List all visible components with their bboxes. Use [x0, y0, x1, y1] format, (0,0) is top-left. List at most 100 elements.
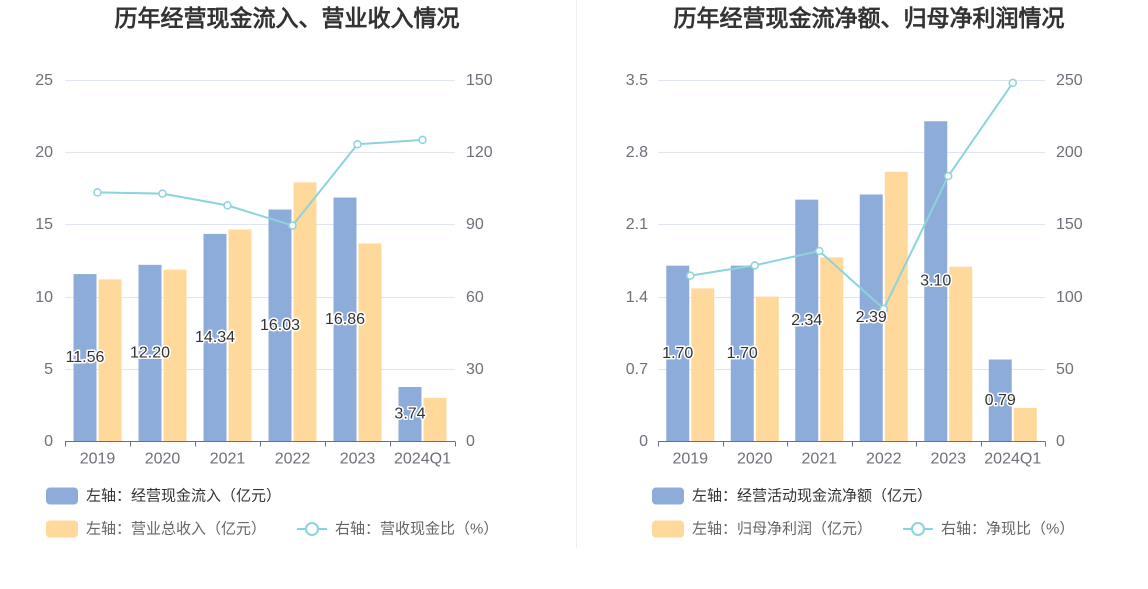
bar-secondary: [98, 279, 122, 441]
x-tick-label: 2020: [737, 451, 773, 468]
x-tick-label: 2019: [672, 451, 708, 468]
bar-data-label: 2.39: [856, 309, 887, 326]
chart-title: 历年经营现金流入、营业收入情况: [115, 5, 460, 31]
x-tick-label: 2020: [145, 451, 181, 468]
bar-data-label: 16.86: [325, 311, 365, 328]
bar-data-label: 1.70: [727, 345, 758, 362]
bar-secondary: [423, 397, 447, 441]
x-tick-label: 2024Q1: [394, 451, 451, 468]
legend-label: 左轴：营业总收入（亿元）: [86, 521, 266, 538]
bar-data-label: 1.70: [662, 345, 693, 362]
y-left-tick-label: 2.1: [626, 216, 648, 233]
bar-secondary: [163, 269, 187, 441]
bar-data-label: 3.10: [920, 273, 951, 290]
bar-primary: [333, 197, 357, 441]
line-point: [288, 221, 297, 230]
legend-label: 左轴：归母净利润（亿元）: [692, 521, 872, 538]
bar-primary: [988, 359, 1012, 441]
y-left-tick-label: 25: [35, 72, 53, 89]
line-point: [944, 171, 953, 181]
y-right-tick-label: 100: [1056, 289, 1083, 306]
y-left-tick-label: 2.8: [626, 144, 648, 161]
y-left-tick-label: 0: [639, 433, 648, 450]
bar-primary: [73, 274, 97, 441]
line-point: [93, 188, 102, 197]
legend-item[interactable]: 左轴：经营现金流入（亿元）: [46, 487, 281, 505]
bar-primary: [859, 194, 883, 441]
chart-cash-inflow-vs-revenue: 历年经营现金流入、营业收入情况 0 5 10 15 20 25 0 30 60 90 120 150 2…: [35, 5, 498, 538]
line-point: [815, 246, 824, 256]
bar-secondary: [691, 288, 715, 441]
bar-secondary: [820, 257, 844, 441]
bar-primary: [398, 386, 422, 441]
y-right-tick-label: 200: [1056, 144, 1083, 161]
y-right-tick-label: 250: [1056, 72, 1083, 89]
y-left-tick-label: 10: [35, 289, 53, 306]
bar-secondary: [755, 296, 779, 441]
bar-secondary: [1013, 407, 1037, 441]
y-right-tick-label: 120: [466, 144, 493, 161]
bar-primary: [203, 233, 227, 441]
y-right-tick-label: 0: [466, 433, 475, 450]
y-right-tick-label: 150: [466, 72, 493, 89]
chart-net-cash-flow-vs-net-profit: 历年经营现金流净额、归母净利润情况 0 0.7 1.4 2.1 2.8 3.5 0 50 100…: [626, 5, 1083, 538]
line-point: [1008, 78, 1017, 88]
line-point: [418, 135, 427, 145]
line-point: [750, 261, 759, 270]
x-tick-label: 2021: [210, 451, 246, 468]
bar-data-label: 14.34: [195, 329, 235, 346]
bar-secondary: [358, 243, 382, 441]
x-tick-label: 2021: [801, 451, 837, 468]
bar-secondary: [884, 171, 908, 441]
bar-primary: [795, 199, 819, 441]
y-right-tick-label: 150: [1056, 216, 1083, 233]
legend-label: 右轴：净现比（%）: [941, 521, 1074, 538]
legend-item[interactable]: 左轴：经营活动现金流净额（亿元）: [652, 487, 932, 505]
y-left-tick-label: 0.7: [626, 361, 648, 378]
y-right-tick-label: 30: [466, 361, 484, 378]
bar-secondary: [228, 229, 252, 441]
bar-data-label: 12.20: [130, 344, 170, 361]
bar-data-label: 16.03: [260, 317, 300, 334]
bar-data-label: 3.74: [394, 405, 425, 422]
y-left-tick-label: 15: [35, 216, 53, 233]
legend-swatch: [46, 520, 78, 538]
legend-marker-icon: [305, 522, 319, 536]
x-tick-label: 2019: [80, 451, 116, 468]
bar-primary: [924, 121, 948, 441]
line-point: [353, 140, 362, 149]
y-left-tick-label: 1.4: [626, 289, 648, 306]
y-left-tick-label: 0: [44, 433, 53, 450]
x-tick-label: 2023: [340, 451, 376, 468]
bar-primary: [268, 209, 292, 441]
legend-item[interactable]: 左轴：归母净利润（亿元）: [652, 520, 872, 538]
x-tick-label: 2023: [930, 451, 966, 468]
legend-swatch: [652, 520, 684, 538]
bar-secondary: [949, 266, 973, 441]
x-tick-label: 2022: [866, 451, 902, 468]
line-point: [686, 271, 695, 280]
line-point: [223, 201, 232, 210]
bar-data-label: 0.79: [985, 392, 1016, 409]
legend-item[interactable]: 左轴：营业总收入（亿元）: [46, 520, 266, 538]
bar-data-label: 11.56: [66, 349, 105, 366]
y-left-tick-label: 20: [35, 144, 53, 161]
legend-item[interactable]: 右轴：净现比（%）: [903, 521, 1074, 538]
x-tick-label: 2024Q1: [984, 451, 1041, 468]
legend-swatch: [46, 487, 78, 505]
legend-marker-icon: [911, 522, 925, 536]
series-line: [97, 138, 423, 227]
bar-primary: [730, 265, 754, 441]
legend-item[interactable]: 右轴：营收现金比（%）: [297, 521, 498, 538]
legend-label: 左轴：经营现金流入（亿元）: [86, 488, 281, 505]
legend-label: 右轴：营收现金比（%）: [335, 521, 498, 538]
bar-primary: [138, 264, 162, 441]
x-tick-label: 2022: [275, 451, 311, 468]
series-line: [690, 82, 1014, 310]
y-right-tick-label: 50: [1056, 361, 1074, 378]
line-point: [158, 189, 167, 198]
y-right-tick-label: 60: [466, 289, 484, 306]
bar-primary: [666, 265, 690, 441]
line-point: [879, 304, 888, 314]
